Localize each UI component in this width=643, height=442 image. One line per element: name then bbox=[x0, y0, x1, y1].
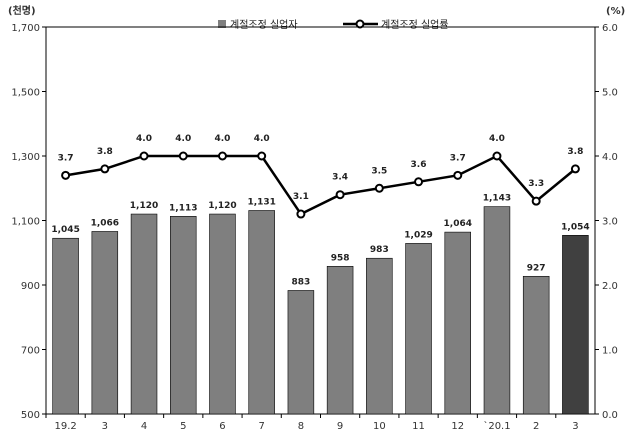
rate-point bbox=[492, 151, 502, 161]
left-axis-tick-label: 1,700 bbox=[11, 23, 40, 34]
bar bbox=[209, 213, 236, 415]
rate-value-label: 4.0 bbox=[136, 134, 152, 144]
x-axis-tick-label: 3 bbox=[572, 421, 578, 432]
rate-point bbox=[100, 164, 110, 174]
right-axis-tick-label: 3.0 bbox=[602, 217, 618, 228]
rate-line bbox=[65, 154, 577, 216]
rate-value-label: 3.6 bbox=[411, 160, 427, 170]
bar bbox=[562, 235, 589, 415]
x-axis-tick-label: 6 bbox=[219, 421, 225, 432]
rate-point bbox=[61, 170, 71, 180]
bar-value-label: 1,029 bbox=[404, 230, 432, 240]
rate-point bbox=[217, 151, 227, 161]
legend-bar-swatch bbox=[218, 20, 226, 28]
x-axis-tick-label: 7 bbox=[258, 421, 264, 432]
rate-value-label: 4.0 bbox=[489, 134, 505, 144]
legend-line-marker bbox=[355, 19, 365, 29]
x-axis-tick-label: 9 bbox=[337, 421, 343, 432]
left-axis-tick-label: 1,100 bbox=[11, 217, 40, 228]
right-axis-unit: (%) bbox=[606, 6, 625, 17]
rate-point bbox=[139, 151, 149, 161]
right-axis-tick-label: 6.0 bbox=[602, 23, 618, 34]
bar bbox=[52, 237, 79, 415]
rate-point bbox=[374, 183, 384, 193]
bar-value-label: 1,066 bbox=[91, 218, 119, 228]
right-axis-tick-label: 2.0 bbox=[602, 281, 618, 292]
rate-value-label: 4.0 bbox=[214, 134, 230, 144]
rate-point bbox=[531, 196, 541, 206]
right-axis-tick-label: 1.0 bbox=[602, 346, 618, 357]
rate-value-label: 4.0 bbox=[254, 134, 270, 144]
rate-value-label: 3.7 bbox=[58, 153, 74, 163]
right-axis-tick-label: 5.0 bbox=[602, 88, 618, 99]
left-axis-tick-label: 500 bbox=[21, 410, 40, 421]
x-axis-tick-label: 2 bbox=[533, 421, 539, 432]
rate-value-label: 3.3 bbox=[528, 179, 544, 189]
right-axis-tick-label: 4.0 bbox=[602, 152, 618, 163]
legend-line-label: 계절조정 실업률 bbox=[381, 18, 449, 31]
bar bbox=[405, 243, 432, 415]
rate-value-label: 3.8 bbox=[97, 147, 113, 157]
rate-value-label: 3.4 bbox=[332, 173, 348, 183]
x-axis-tick-label: 8 bbox=[298, 421, 304, 432]
legend-bar-label: 계절조정 실업자 bbox=[230, 18, 298, 31]
bar-value-label: 1,131 bbox=[247, 198, 275, 208]
left-axis-tick-label: 1,300 bbox=[11, 152, 40, 163]
rate-point bbox=[178, 151, 188, 161]
rate-value-label: 3.8 bbox=[567, 147, 583, 157]
bar bbox=[444, 231, 471, 415]
bar-value-label: 1,054 bbox=[561, 222, 589, 232]
x-axis-tick-label: 10 bbox=[373, 421, 386, 432]
bar bbox=[522, 275, 550, 415]
rate-value-label: 4.0 bbox=[175, 134, 191, 144]
bar-value-label: 1,113 bbox=[169, 203, 197, 213]
right-axis-tick-label: 0.0 bbox=[602, 410, 618, 421]
left-axis-tick-label: 700 bbox=[21, 346, 40, 357]
bar-value-label: 983 bbox=[370, 245, 389, 255]
bar bbox=[248, 210, 275, 415]
rate-value-label: 3.1 bbox=[293, 192, 309, 202]
rate-value-label: 3.5 bbox=[371, 166, 387, 176]
plot-area: 500 700 900 1,100 1,300 1,500 1,700 0.0 1.0 2.0 3.… bbox=[11, 23, 618, 432]
bar bbox=[287, 290, 315, 415]
bar-value-label: 1,143 bbox=[483, 194, 511, 204]
rate-point bbox=[453, 170, 463, 180]
bar bbox=[130, 213, 158, 415]
rate-point bbox=[257, 151, 267, 161]
x-axis-tick-label: 19.2 bbox=[54, 421, 76, 432]
bar-value-label: 1,064 bbox=[444, 219, 472, 229]
x-axis-tick-label: `20.1 bbox=[483, 420, 510, 432]
bar bbox=[170, 216, 197, 415]
rate-point bbox=[570, 164, 580, 174]
rate-value-label: 3.7 bbox=[450, 153, 466, 163]
bar-value-label: 1,045 bbox=[51, 225, 79, 235]
bar-value-label: 1,120 bbox=[130, 201, 158, 211]
x-axis-tick-label: 5 bbox=[180, 421, 186, 432]
bar bbox=[483, 206, 511, 415]
bar-value-label: 927 bbox=[527, 263, 546, 273]
left-axis-unit: (천명) bbox=[8, 4, 36, 17]
bar bbox=[91, 231, 119, 415]
rate-point bbox=[296, 209, 306, 219]
x-axis-tick-label: 3 bbox=[102, 421, 108, 432]
left-axis-tick-label: 900 bbox=[21, 281, 40, 292]
x-axis-tick-label: 12 bbox=[451, 421, 464, 432]
legend: 계절조정 실업자 계절조정 실업률 bbox=[218, 18, 449, 31]
bar bbox=[326, 265, 354, 415]
left-axis-tick-label: 1,500 bbox=[11, 88, 40, 99]
rate-point bbox=[414, 177, 424, 187]
bar-value-label: 1,120 bbox=[208, 201, 236, 211]
x-axis-tick-label: 4 bbox=[141, 421, 147, 432]
plot-frame bbox=[45, 26, 596, 415]
rate-point bbox=[335, 190, 345, 200]
x-axis-tick-label: 11 bbox=[412, 421, 425, 432]
bar-value-label: 883 bbox=[291, 277, 310, 287]
bar-value-label: 958 bbox=[331, 253, 350, 263]
bar bbox=[366, 257, 393, 415]
